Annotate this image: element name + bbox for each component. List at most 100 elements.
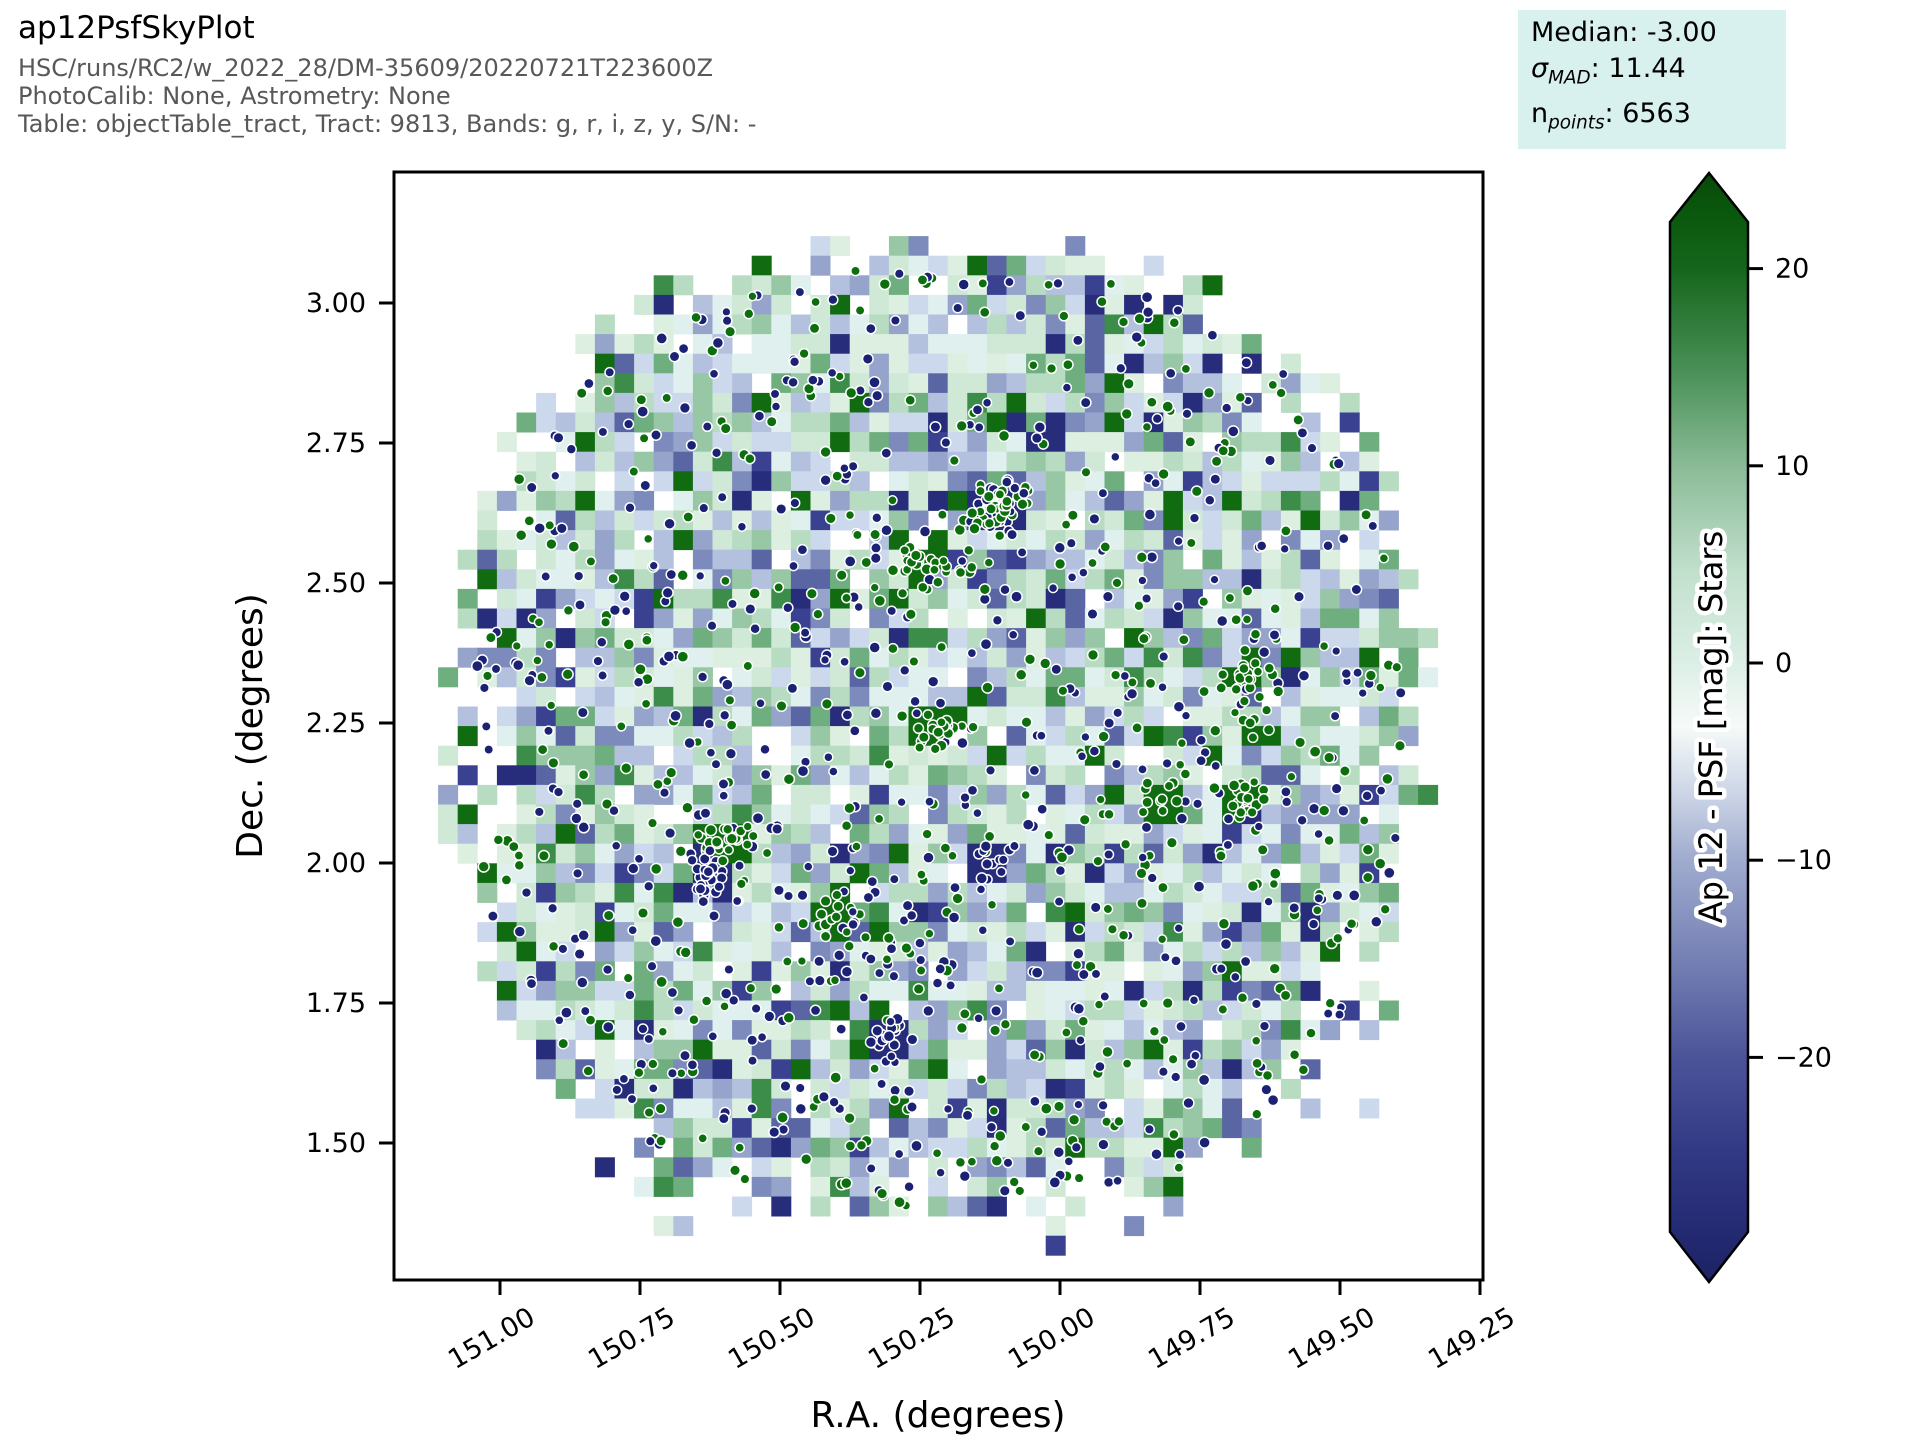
scatter-point (826, 367, 838, 379)
scatter-point (903, 1180, 915, 1193)
heatmap-bin (1065, 412, 1086, 433)
heatmap-bin (1143, 1176, 1164, 1197)
scatter-point (654, 1102, 667, 1115)
scatter-point (1150, 1147, 1163, 1161)
heatmap-bin (1143, 686, 1164, 707)
scatter-point (900, 942, 913, 955)
scatter-point (1105, 278, 1117, 290)
heatmap-bin (653, 314, 674, 335)
scatter-point (1023, 653, 1037, 666)
heatmap-bin (653, 902, 674, 923)
heatmap-bin (614, 1000, 635, 1021)
scatter-point (611, 1084, 623, 1096)
scatter-point (765, 415, 778, 428)
scatter-point (1358, 815, 1370, 826)
heatmap-bin (849, 1000, 870, 1021)
scatter-point (1375, 682, 1386, 693)
heatmap-bin (732, 1039, 753, 1060)
heatmap-bin (516, 588, 537, 609)
heatmap-bin (614, 471, 635, 492)
scatter-point (719, 422, 732, 435)
heatmap-bin (1026, 334, 1047, 355)
heatmap-bin (810, 628, 831, 649)
heatmap-bin (751, 1176, 772, 1197)
heatmap-bin (634, 294, 655, 315)
scatter-point (1180, 710, 1192, 721)
scatter-point (698, 502, 710, 514)
heatmap-bin (908, 1000, 929, 1021)
heatmap-bin (1084, 1020, 1105, 1041)
scatter-point (810, 296, 821, 308)
heatmap-bin (1124, 941, 1145, 962)
heatmap-bin (555, 490, 576, 511)
scatter-point (896, 587, 909, 600)
scatter-point (844, 509, 856, 521)
heatmap-bin (594, 863, 615, 884)
heatmap-bin (1163, 510, 1184, 531)
heatmap-bin (810, 667, 831, 688)
heatmap-bin (751, 941, 772, 962)
scatter-point (1070, 1141, 1083, 1154)
scatter-point (851, 841, 862, 852)
scatter-point (742, 660, 754, 672)
heatmap-bin (1006, 373, 1027, 394)
heatmap-bin (1045, 392, 1066, 413)
heatmap-bin (653, 451, 674, 472)
scatter-point (905, 909, 918, 922)
heatmap-bin (1163, 490, 1184, 511)
heatmap-bin (496, 667, 517, 688)
scatter-point (896, 797, 907, 808)
colorbar-tick-label: −10 (1775, 845, 1832, 876)
heatmap-bin (732, 373, 753, 394)
heatmap-bin (928, 334, 949, 355)
heatmap-bin (1359, 628, 1380, 649)
scatter-point (982, 490, 995, 503)
heatmap-bin (1026, 1059, 1047, 1080)
heatmap-bin (790, 647, 811, 668)
scatter-point (1306, 442, 1318, 454)
heatmap-bin (888, 745, 909, 766)
heatmap-bin (692, 902, 713, 923)
scatter-point (728, 1164, 742, 1177)
scatter-point (899, 664, 911, 677)
heatmap-bin (594, 1059, 615, 1080)
scatter-point (600, 616, 612, 628)
heatmap-bin (986, 784, 1007, 805)
heatmap-bin (1026, 549, 1047, 570)
heatmap-bin (1241, 745, 1262, 766)
heatmap-bin (771, 1157, 792, 1178)
heatmap-bin (516, 804, 537, 825)
heatmap-bin (869, 843, 890, 864)
heatmap-bin (1006, 1098, 1027, 1119)
scatter-point (640, 698, 652, 710)
heatmap-bin (457, 804, 478, 825)
scatter-point (635, 393, 648, 406)
heatmap-bin (1261, 510, 1282, 531)
scatter-point (624, 989, 636, 1001)
scatter-point (885, 1016, 896, 1027)
scatter-point (1195, 754, 1207, 767)
scatter-point (1227, 779, 1241, 792)
heatmap-bin (1045, 628, 1066, 649)
heatmap-bin (1143, 530, 1164, 551)
heatmap-bin (1202, 1118, 1223, 1139)
heatmap-bin (908, 294, 929, 315)
heatmap-bin (869, 824, 890, 845)
heatmap-bin (1006, 941, 1027, 962)
heatmap-bin (634, 824, 655, 845)
scatter-point (1266, 1093, 1280, 1107)
scatter-point (931, 977, 944, 989)
heatmap-bin (1143, 726, 1164, 747)
heatmap-bin (1045, 294, 1066, 315)
heatmap-bin (1006, 784, 1027, 805)
scatter-point (1222, 839, 1234, 851)
scatter-point (978, 306, 991, 319)
scatter-point (1297, 669, 1311, 682)
heatmap-bin (751, 980, 772, 1001)
heatmap-bin (790, 412, 811, 433)
heatmap-bin (1202, 275, 1223, 296)
heatmap-bin (1359, 1098, 1380, 1119)
scatter-point (1331, 645, 1342, 657)
heatmap-bin (594, 510, 615, 531)
